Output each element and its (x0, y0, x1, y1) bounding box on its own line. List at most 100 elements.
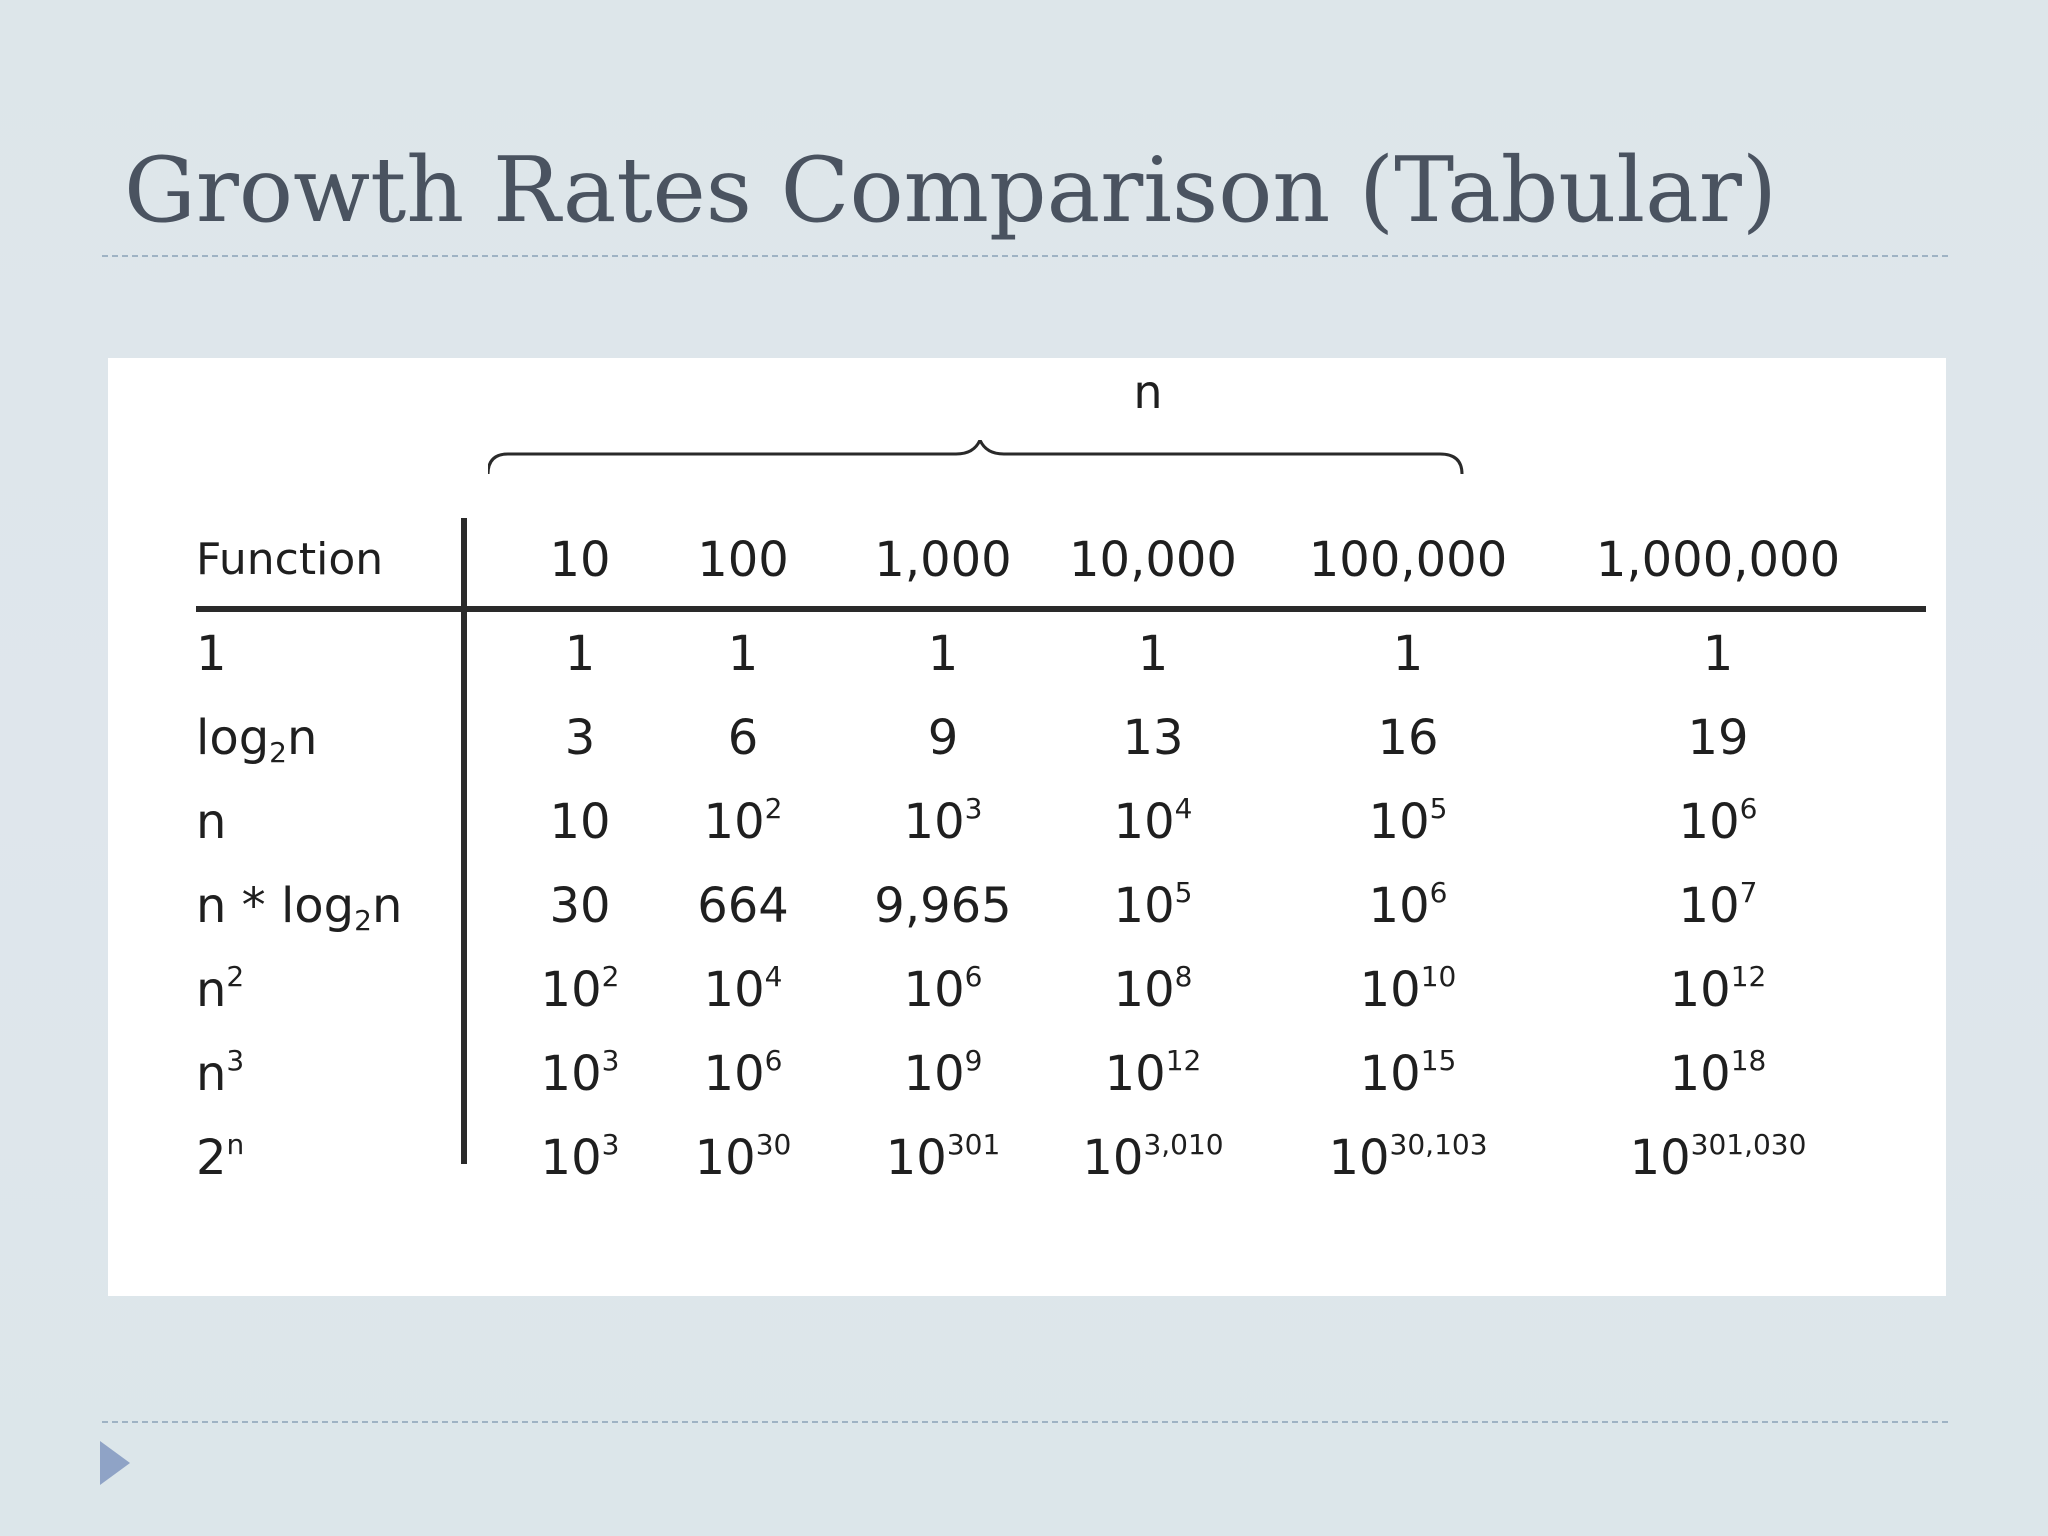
superscript: 12 (1730, 960, 1767, 993)
value-cell: 13 (1028, 710, 1278, 766)
cell-tail: n (371, 878, 403, 934)
function-cell: log2n (196, 710, 318, 769)
value-cell: 1010 (1273, 962, 1543, 1018)
value-cell: 106 (1528, 794, 1908, 850)
function-cell: n2 (196, 962, 244, 1018)
superscript: 30 (755, 1128, 792, 1161)
cell-base: 10 (1678, 794, 1740, 850)
cell-base: 9 (927, 710, 959, 766)
cell-base: 10 (540, 1130, 602, 1186)
value-cell: 108 (1028, 962, 1278, 1018)
n-brace (488, 440, 1464, 475)
value-cell: 109 (838, 1046, 1048, 1102)
value-cell: 102 (668, 794, 818, 850)
superscript: 12 (1165, 1044, 1202, 1077)
value-cell: 1018 (1528, 1046, 1908, 1102)
function-header: Function (196, 534, 384, 585)
cell-base: 30 (549, 878, 611, 934)
value-cell: 106 (838, 962, 1048, 1018)
cell-base: 10 (694, 1130, 756, 1186)
value-cell: 1030,103 (1273, 1130, 1543, 1186)
n-group-label: n (1133, 365, 1163, 419)
superscript: 4 (764, 960, 783, 993)
title-divider (102, 255, 1948, 257)
value-cell: 1015 (1273, 1046, 1543, 1102)
function-cell: 1 (196, 626, 227, 682)
value-cell: 1 (668, 626, 818, 682)
superscript: 5 (1174, 876, 1193, 909)
cell-base: 10 (1113, 962, 1175, 1018)
cell-base: 664 (697, 878, 789, 934)
cell-base: 10 (540, 1046, 602, 1102)
cell-base: 10 (885, 1130, 947, 1186)
subscript: 2 (354, 904, 372, 937)
footer-divider (102, 1421, 1948, 1423)
value-cell: 102 (520, 962, 640, 1018)
superscript: 8 (1174, 960, 1193, 993)
value-cell: 1012 (1028, 1046, 1278, 1102)
value-cell: 103 (520, 1130, 640, 1186)
cell-base: 1 (1137, 626, 1169, 682)
function-cell: n3 (196, 1046, 244, 1102)
superscript: 18 (1730, 1044, 1767, 1077)
superscript: 4 (1174, 792, 1193, 825)
value-cell: 9 (838, 710, 1048, 766)
cell-base: 10 (1113, 794, 1175, 850)
value-cell: 103,010 (1028, 1130, 1278, 1186)
cell-base: 10 (1082, 1130, 1144, 1186)
cell-base: 10 (549, 794, 611, 850)
superscript: 3 (964, 792, 983, 825)
cell-base: 1 (1392, 626, 1424, 682)
cell-base: n (196, 1046, 227, 1102)
superscript: 3,010 (1143, 1128, 1224, 1161)
cell-base: 10 (703, 794, 765, 850)
cell-base: 10 (1669, 962, 1731, 1018)
cell-base: 1 (727, 626, 759, 682)
n-column-header: 100,000 (1308, 532, 1508, 588)
value-cell: 3 (520, 710, 640, 766)
cell-base: 10 (703, 962, 765, 1018)
superscript: 30,103 (1389, 1128, 1488, 1161)
cell-base: 1 (927, 626, 959, 682)
cell-base: 10 (1368, 878, 1430, 934)
growth-rate-table: n Function 10 100 1,000 10,000 100,000 1… (108, 358, 1946, 1296)
function-cell: 2n (196, 1130, 244, 1186)
cell-base: 10 (1368, 794, 1430, 850)
cell-base: 3 (564, 710, 596, 766)
cell-tail: n (287, 710, 318, 766)
superscript: 2 (226, 960, 245, 993)
cell-base: 1 (196, 626, 227, 682)
superscript: 5 (1429, 792, 1448, 825)
value-cell: 9,965 (838, 878, 1048, 934)
function-cell: n * log2n (196, 878, 403, 937)
value-cell: 1 (1028, 626, 1278, 682)
cell-base: 10 (1328, 1130, 1390, 1186)
cell-base: 10 (903, 962, 965, 1018)
n-column-header: 1,000,000 (1595, 532, 1841, 588)
value-cell: 106 (1273, 878, 1543, 934)
subscript: 2 (269, 736, 287, 769)
value-cell: 1012 (1528, 962, 1908, 1018)
triangle-right-icon (100, 1441, 130, 1485)
value-cell: 106 (668, 1046, 818, 1102)
cell-base: 10 (1678, 878, 1740, 934)
value-cell: 30 (520, 878, 640, 934)
cell-base: 10 (1113, 878, 1175, 934)
superscript: 301 (946, 1128, 1001, 1161)
value-cell: 10301 (838, 1130, 1048, 1186)
cell-base: 10 (1104, 1046, 1166, 1102)
cell-base: 13 (1122, 710, 1184, 766)
superscript: 2 (601, 960, 620, 993)
superscript: 3 (601, 1128, 620, 1161)
cell-base: n (196, 962, 227, 1018)
value-cell: 104 (1028, 794, 1278, 850)
n-column-header: 10,000 (1069, 532, 1237, 588)
cell-base: 1 (1702, 626, 1734, 682)
cell-base: n (196, 794, 227, 850)
value-cell: 1 (838, 626, 1048, 682)
value-cell: 6 (668, 710, 818, 766)
function-column-divider (461, 518, 467, 1164)
cell-base: 10 (1359, 962, 1421, 1018)
cell-base: 10 (703, 1046, 765, 1102)
superscript: 7 (1739, 876, 1758, 909)
